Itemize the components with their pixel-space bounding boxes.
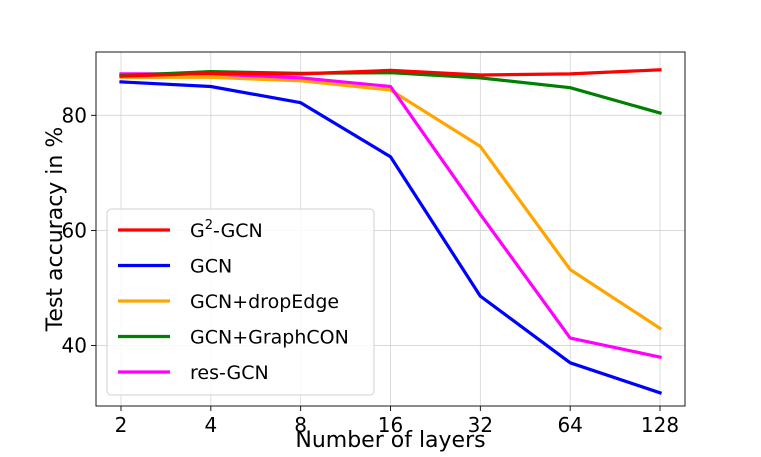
x-tick-label: 4 [204, 413, 217, 437]
legend-box [106, 208, 375, 396]
x-tick-label: 8 [294, 413, 307, 437]
y-tick-label: 40 [62, 334, 87, 358]
y-axis-label: Test accuracy in % [43, 127, 68, 333]
x-tick-label: 32 [468, 413, 493, 437]
legend: G2-GCN GCN GCN+dropEdge GCN+GraphCON res-GCN [106, 208, 375, 396]
x-tick-label: 64 [557, 413, 582, 437]
legend-entry-label: G2-GCN [190, 218, 263, 242]
series-line-gcn [119, 80, 663, 395]
x-axis-label: Number of layers [295, 428, 485, 453]
series-line-gcn-dropedge [119, 75, 663, 331]
series-line-g2-gcn [119, 68, 662, 78]
axis-ticks: 2 4 8 16 32 64 128 40 60 80 [62, 103, 680, 437]
grid [96, 52, 685, 406]
y-tick-label: 80 [62, 103, 87, 127]
legend-entry-label: GCN [190, 256, 232, 278]
legend-entry-label: GCN+GraphCON [190, 327, 349, 349]
y-tick-label: 60 [62, 218, 87, 242]
x-tick-label: 128 [641, 413, 679, 437]
series-line-gcn-graphcon [119, 69, 662, 115]
legend-entry-label: GCN+dropEdge [190, 291, 339, 313]
x-tick-label: 2 [115, 413, 128, 437]
series-lines [119, 68, 663, 395]
x-tick-label: 16 [378, 413, 403, 437]
legend-entry-label: res-GCN [190, 362, 269, 384]
